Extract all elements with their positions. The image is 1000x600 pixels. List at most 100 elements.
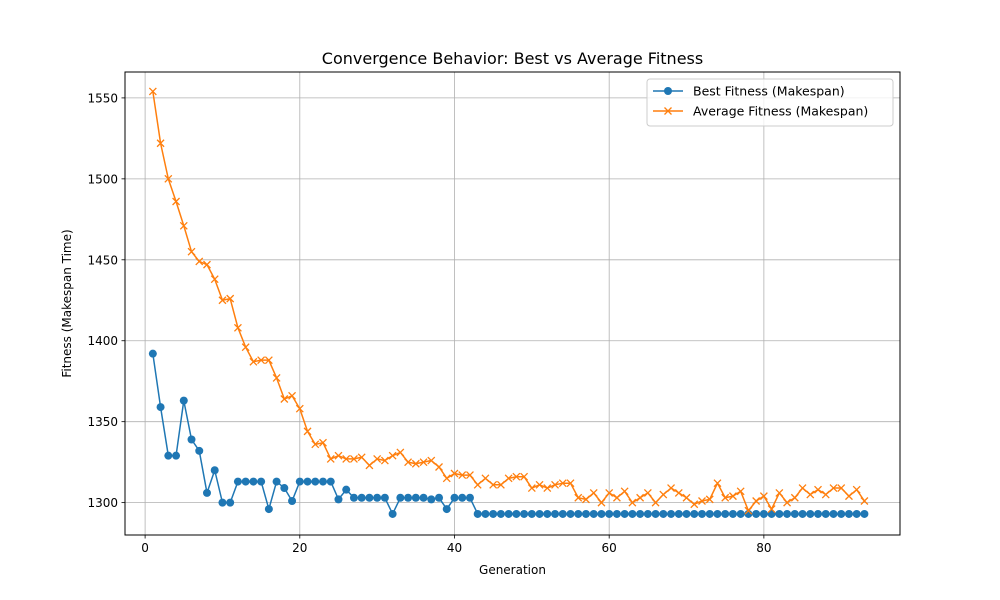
x-tick-label: 0: [141, 541, 149, 555]
data-point: [458, 471, 467, 480]
data-point: [574, 509, 583, 518]
data-point: [172, 451, 181, 460]
data-point: [249, 357, 258, 366]
data-point: [659, 490, 668, 499]
data-point: [404, 458, 413, 467]
data-point: [636, 509, 645, 518]
data-point: [357, 493, 366, 502]
data-point: [442, 474, 451, 483]
data-point: [465, 493, 474, 502]
data-point: [481, 509, 490, 518]
data-point: [775, 488, 784, 497]
data-point: [581, 509, 590, 518]
data-point: [520, 509, 529, 518]
data-point: [233, 477, 242, 486]
data-point: [651, 509, 660, 518]
data-point: [411, 459, 420, 468]
y-tick-label: 1300: [87, 496, 118, 510]
data-point: [396, 493, 405, 502]
data-point: [380, 456, 389, 465]
data-point: [589, 488, 598, 497]
data-point: [814, 509, 823, 518]
data-point: [496, 509, 505, 518]
data-point: [752, 497, 761, 505]
x-tick-label: 20: [292, 541, 307, 555]
data-point: [435, 463, 443, 471]
data-point: [783, 509, 792, 518]
x-tick-label: 80: [756, 541, 771, 555]
data-point: [388, 451, 397, 460]
data-point: [582, 495, 590, 504]
legend-marker-best: [664, 87, 672, 95]
legend-marker-average: [664, 107, 672, 115]
plot-series: [148, 87, 869, 518]
data-point: [203, 260, 211, 269]
data-point: [210, 275, 219, 284]
data-point: [226, 294, 235, 303]
data-point: [319, 438, 327, 447]
data-point: [334, 495, 343, 504]
plot-frame: [124, 71, 901, 536]
data-point: [806, 490, 815, 499]
data-point: [257, 477, 266, 486]
data-point: [288, 497, 297, 506]
data-point: [496, 480, 505, 489]
data-point: [636, 493, 645, 502]
data-point: [187, 247, 196, 256]
data-point: [682, 509, 691, 518]
series-average: [148, 87, 869, 515]
data-point: [612, 493, 621, 502]
data-point: [605, 509, 614, 518]
data-point: [566, 479, 575, 488]
data-point: [450, 493, 459, 502]
data-point: [520, 472, 529, 481]
data-point: [790, 509, 799, 518]
data-point: [597, 509, 606, 518]
data-point: [373, 493, 382, 502]
data-point: [620, 487, 629, 496]
data-point: [860, 509, 869, 518]
data-point: [713, 479, 722, 488]
data-point: [667, 484, 676, 493]
data-point: [728, 509, 737, 518]
data-point: [512, 472, 521, 481]
data-point: [814, 485, 822, 494]
data-point: [643, 509, 652, 518]
data-point: [736, 509, 745, 518]
data-point: [473, 509, 482, 518]
data-point: [806, 509, 815, 518]
data-point: [311, 440, 320, 449]
data-point: [759, 509, 768, 518]
data-point: [195, 257, 204, 266]
data-point: [442, 505, 451, 514]
data-point: [744, 506, 753, 515]
legend-label-best: Best Fitness (Makespan): [693, 84, 845, 99]
data-point: [798, 509, 807, 518]
data-point: [156, 403, 165, 412]
data-point: [272, 477, 281, 486]
data-point: [705, 495, 714, 504]
data-point: [218, 498, 227, 507]
data-point: [551, 480, 559, 489]
data-point: [659, 509, 668, 518]
data-point: [218, 296, 227, 305]
data-point: [303, 427, 312, 436]
data-point: [357, 453, 366, 462]
data-point: [349, 454, 358, 463]
chart-title: Convergence Behavior: Best vs Average Fi…: [322, 49, 703, 68]
data-point: [852, 509, 861, 518]
data-point: [427, 495, 436, 504]
data-point: [844, 509, 853, 518]
data-point: [728, 492, 737, 501]
data-point: [156, 139, 165, 148]
data-point: [411, 493, 420, 502]
x-tick-label: 60: [602, 541, 617, 555]
y-tick-label: 1450: [87, 253, 118, 267]
legend-entry-average: Average Fitness (Makespan): [653, 104, 868, 119]
legend-label-average: Average Fitness (Makespan): [693, 104, 868, 119]
data-point: [860, 497, 869, 505]
data-point: [783, 498, 792, 507]
y-tick-label: 1500: [87, 172, 118, 186]
data-point: [241, 343, 250, 352]
